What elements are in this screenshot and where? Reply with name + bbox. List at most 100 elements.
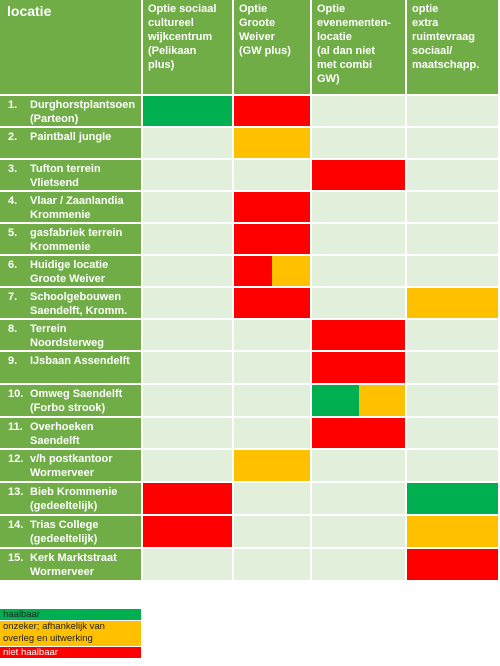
status-cell (407, 128, 500, 160)
status-cell (143, 450, 234, 483)
status-cell (407, 483, 500, 516)
legend: haalbaar onzeker; afhankelijk van overleg… (0, 609, 141, 659)
location-cell: 3. Tufton terrein Vlietsend (0, 160, 143, 192)
status-cell (312, 288, 407, 320)
table-row: 15. Kerk Marktstraat Wormerveer (0, 549, 500, 582)
table-body: 1. Durghorstplantsoen (Parteon) 2. Paintbal… (0, 96, 500, 582)
location-cell: 12. v/h postkantoor Wormerveer (0, 450, 143, 483)
location-cell: 2. Paintball jungle (0, 128, 143, 160)
status-cell (407, 320, 500, 352)
status-cell (143, 192, 234, 224)
status-cell (143, 256, 234, 288)
status-haalbaar (407, 483, 498, 514)
location-number: 3. (8, 163, 18, 175)
location-cell: 9. IJsbaan Assendelft (0, 352, 143, 385)
table-row: 6. Huidige locatie Groote Weiver (0, 256, 500, 288)
status-niet-haalbaar (234, 96, 310, 126)
status-cell (143, 224, 234, 256)
status-onzeker (407, 516, 498, 547)
table-row: 2. Paintball jungle (0, 128, 500, 160)
status-niet-haalbaar (234, 256, 272, 286)
status-cell (407, 256, 500, 288)
location-number: 6. (8, 259, 18, 271)
location-cell: 4. Vlaar / Zaanlandia Krommenie (0, 192, 143, 224)
location-cell: 7. Schoolgebouwen Saendelft, Kromm. (0, 288, 143, 320)
status-cell (407, 192, 500, 224)
location-name: Vlaar / Zaanlandia Krommenie (30, 195, 124, 221)
status-niet-haalbaar (407, 549, 498, 580)
status-cell (143, 320, 234, 352)
status-cell (312, 516, 407, 549)
status-cell (234, 224, 312, 256)
legend-onzeker: onzeker; afhankelijk van overleg en uitw… (0, 621, 141, 647)
status-onzeker (358, 385, 405, 416)
header-sociaal-cultureel: Optie sociaal cultureel wijkcentrum (Pel… (143, 0, 234, 96)
status-cell (143, 128, 234, 160)
status-cell (312, 128, 407, 160)
status-cell (407, 224, 500, 256)
table-row: 10. Omweg Saendelft (Forbo strook) (0, 385, 500, 418)
location-name: Terrein Noordsterweg (30, 323, 104, 349)
location-name: Bieb Krommenie (gedeeltelijk) (30, 486, 118, 512)
status-cell (234, 160, 312, 192)
feasibility-table: locatie Optie sociaal cultureel wijkcentr… (0, 0, 500, 582)
location-cell: 10. Omweg Saendelft (Forbo strook) (0, 385, 143, 418)
location-number: 14. (8, 519, 24, 531)
header-extra-ruimtevraag: optie extra ruimtevraag sociaal/ maatsch… (407, 0, 500, 96)
location-name: Trias College (gedeeltelijk) (30, 519, 99, 545)
status-cell (407, 385, 500, 418)
location-name: Huidige locatie Groote Weiver (30, 259, 109, 285)
table-row: 5. gasfabriek terrein Krommenie (0, 224, 500, 256)
location-name: v/h postkantoor Wormerveer (30, 453, 113, 479)
location-cell: 13. Bieb Krommenie (gedeeltelijk) (0, 483, 143, 516)
location-number: 15. (8, 552, 24, 564)
legend-haalbaar: haalbaar (0, 609, 141, 621)
status-cell (234, 385, 312, 418)
header-groote-weiver: Optie Groote Weiver (GW plus) (234, 0, 312, 96)
status-cell (407, 352, 500, 385)
status-onzeker (234, 128, 310, 158)
status-cell (143, 352, 234, 385)
status-onzeker (234, 450, 310, 481)
location-number: 1. (8, 99, 18, 111)
status-niet-haalbaar (312, 320, 405, 350)
status-cell (312, 256, 407, 288)
status-cell (234, 320, 312, 352)
status-onzeker (272, 256, 310, 286)
location-cell: 5. gasfabriek terrein Krommenie (0, 224, 143, 256)
status-niet-haalbaar (234, 288, 310, 318)
status-cell (312, 352, 407, 385)
location-number: 9. (8, 355, 18, 367)
status-cell (234, 128, 312, 160)
status-cell (143, 288, 234, 320)
status-cell (312, 418, 407, 450)
table-row: 4. Vlaar / Zaanlandia Krommenie (0, 192, 500, 224)
status-cell (407, 288, 500, 320)
status-cell (143, 96, 234, 128)
status-cell (143, 385, 234, 418)
header-evenementenlocatie: Optie evenementen- locatie (al dan niet … (312, 0, 407, 96)
table-row: 12. v/h postkantoor Wormerveer (0, 450, 500, 483)
table-row: 8. Terrein Noordsterweg (0, 320, 500, 352)
location-cell: 15. Kerk Marktstraat Wormerveer (0, 549, 143, 582)
location-cell: 1. Durghorstplantsoen (Parteon) (0, 96, 143, 128)
status-cell (143, 160, 234, 192)
location-name: Paintball jungle (30, 131, 112, 143)
status-cell (407, 549, 500, 582)
status-niet-haalbaar (143, 483, 232, 514)
legend-niet-haalbaar: niet haalbaar (0, 647, 141, 659)
location-number: 13. (8, 486, 24, 498)
location-cell: 6. Huidige locatie Groote Weiver (0, 256, 143, 288)
location-cell: 11. Overhoeken Saendelft (0, 418, 143, 450)
status-cell (234, 288, 312, 320)
location-cell: 8. Terrein Noordsterweg (0, 320, 143, 352)
location-name: Durghorstplantsoen (Parteon) (30, 99, 136, 125)
table-header-row: locatie Optie sociaal cultureel wijkcentr… (0, 0, 500, 96)
status-cell (312, 385, 407, 418)
location-number: 7. (8, 291, 18, 303)
status-cell (407, 516, 500, 549)
location-number: 5. (8, 227, 18, 239)
status-haalbaar (312, 385, 359, 416)
status-niet-haalbaar (312, 418, 405, 448)
status-cell (312, 224, 407, 256)
